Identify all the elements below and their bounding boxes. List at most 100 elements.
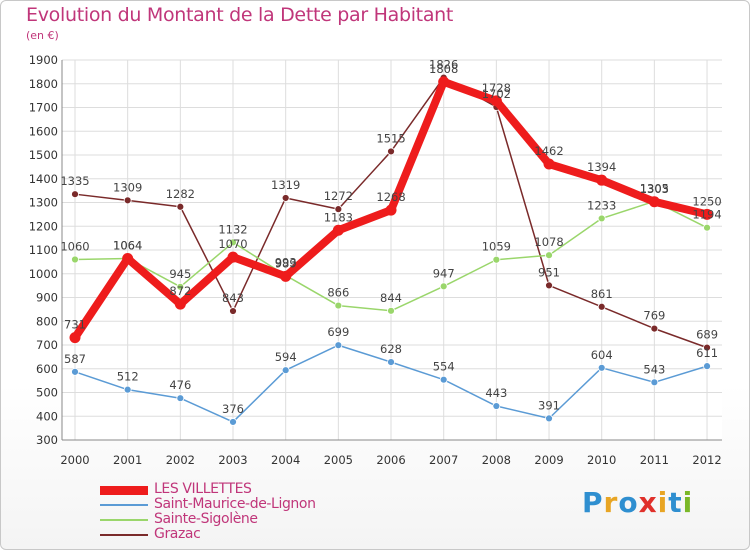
y-tick-label: 400: [36, 409, 58, 423]
data-label: 554: [433, 360, 455, 374]
data-label: 1808: [429, 62, 458, 76]
data-label: 689: [696, 328, 718, 342]
data-point: [334, 205, 343, 214]
data-label: 587: [64, 352, 86, 366]
data-point: [490, 95, 502, 107]
logo-letter: r: [603, 486, 619, 519]
x-tick-label: 2004: [271, 453, 300, 467]
legend-label: Sainte-Sigolène: [154, 511, 258, 527]
legend-swatch: [100, 534, 148, 536]
y-tick-label: 800: [36, 314, 58, 328]
x-tick-label: 2007: [429, 453, 458, 467]
data-label: 1515: [376, 131, 405, 145]
y-tick-label: 900: [36, 291, 58, 305]
data-label: 543: [643, 362, 665, 376]
data-point: [227, 251, 239, 263]
legend-swatch: [100, 485, 148, 495]
data-point: [69, 332, 81, 344]
data-label: 1309: [113, 180, 142, 194]
x-tick-label: 2008: [482, 453, 511, 467]
y-tick-label: 1700: [29, 101, 58, 115]
data-point: [387, 358, 395, 367]
data-point: [71, 255, 79, 264]
data-point: [650, 324, 659, 333]
chart-title: Evolution du Montant de la Dette par Hab…: [26, 4, 454, 26]
y-tick-label: 300: [36, 433, 58, 447]
data-label: 1059: [482, 240, 511, 254]
data-point: [332, 224, 344, 236]
y-tick-label: 1300: [29, 196, 58, 210]
data-label: 376: [222, 402, 244, 416]
y-tick-label: 1500: [29, 148, 58, 162]
data-point: [123, 196, 132, 205]
data-label: 872: [169, 284, 191, 298]
data-point: [387, 306, 395, 315]
data-point: [281, 366, 290, 375]
data-label: 1394: [587, 160, 616, 174]
x-tick-label: 2001: [113, 453, 142, 467]
x-tick-label: 2002: [166, 453, 195, 467]
y-tick-label: 1100: [29, 243, 58, 257]
proxiti-logo: Proxiti: [582, 486, 693, 519]
legend-label: LES VILLETTES: [154, 481, 252, 497]
data-point: [545, 414, 553, 423]
logo-letter: i: [682, 486, 694, 519]
legend-label: Saint-Maurice-de-Lignon: [154, 496, 316, 512]
data-point: [71, 367, 79, 376]
data-point: [703, 362, 711, 371]
data-label: 844: [380, 291, 402, 305]
data-point: [334, 341, 343, 350]
data-label: 1462: [534, 144, 563, 158]
y-tick-label: 700: [36, 338, 58, 352]
data-label: 476: [169, 378, 191, 392]
data-label: 443: [485, 386, 507, 400]
data-label: 769: [643, 309, 665, 323]
x-tick-label: 2009: [534, 453, 563, 467]
data-point: [597, 302, 606, 311]
data-label: 1702: [482, 87, 511, 101]
data-label: 861: [591, 287, 613, 301]
x-tick-label: 2010: [587, 453, 616, 467]
data-label: 947: [433, 266, 455, 280]
data-label: 594: [275, 350, 297, 364]
logo-letter: o: [618, 486, 639, 519]
data-label: 1282: [166, 187, 195, 201]
data-point: [597, 214, 606, 223]
data-label: 1078: [534, 235, 563, 249]
data-label: 1064: [113, 239, 142, 253]
data-label: 1183: [324, 210, 353, 224]
data-label: 1272: [324, 189, 353, 203]
data-point: [176, 282, 185, 291]
data-label: 731: [64, 318, 86, 332]
data-label: 1826: [429, 58, 458, 72]
data-point: [122, 253, 134, 265]
data-point: [334, 301, 343, 310]
data-label: 1070: [218, 237, 247, 251]
y-tick-label: 1000: [29, 267, 58, 281]
data-label: 1132: [218, 222, 247, 236]
x-tick-label: 2000: [60, 453, 89, 467]
data-label: 951: [538, 265, 560, 279]
data-label: 1319: [271, 178, 300, 192]
data-label: 866: [327, 286, 349, 300]
y-tick-label: 1900: [29, 53, 58, 67]
data-point: [387, 147, 395, 156]
data-point: [596, 174, 608, 186]
data-label: 1250: [692, 194, 721, 208]
data-label: 1194: [692, 208, 721, 222]
data-label: 1303: [640, 182, 669, 196]
chart-subtitle: (en €): [26, 29, 59, 42]
x-tick-label: 2005: [324, 453, 353, 467]
x-tick-label: 2011: [640, 453, 669, 467]
data-label: 843: [222, 291, 244, 305]
data-point: [176, 202, 185, 211]
x-tick-label: 2003: [218, 453, 247, 467]
legend-swatch: [100, 519, 148, 521]
data-point: [648, 196, 660, 208]
logo-letter: t: [668, 486, 683, 519]
data-point: [71, 190, 79, 199]
data-point: [597, 363, 606, 372]
data-point: [543, 158, 555, 170]
data-label: 628: [380, 342, 402, 356]
